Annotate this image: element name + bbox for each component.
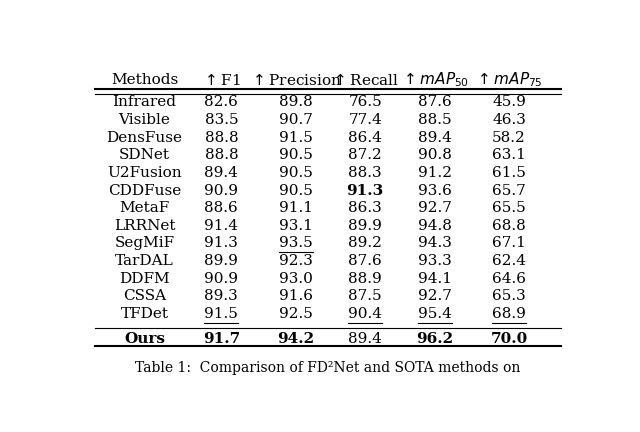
Text: 61.5: 61.5 [492, 166, 526, 180]
Text: 87.6: 87.6 [418, 95, 451, 109]
Text: 93.5: 93.5 [279, 236, 312, 251]
Text: 96.2: 96.2 [416, 332, 453, 346]
Text: 92.5: 92.5 [279, 307, 313, 321]
Text: 86.3: 86.3 [348, 201, 382, 215]
Text: 89.4: 89.4 [418, 130, 452, 145]
Text: 62.4: 62.4 [492, 254, 526, 268]
Text: SDNet: SDNet [119, 148, 170, 162]
Text: 89.9: 89.9 [204, 254, 238, 268]
Text: Ours: Ours [124, 332, 165, 346]
Text: 93.3: 93.3 [418, 254, 451, 268]
Text: 63.1: 63.1 [492, 148, 526, 162]
Text: SegMiF: SegMiF [115, 236, 175, 251]
Text: MetaF: MetaF [119, 201, 170, 215]
Text: 87.5: 87.5 [348, 289, 382, 303]
Text: 90.7: 90.7 [279, 113, 313, 127]
Text: 76.5: 76.5 [348, 95, 382, 109]
Text: CSSA: CSSA [123, 289, 166, 303]
Text: 91.2: 91.2 [418, 166, 452, 180]
Text: 91.5: 91.5 [204, 307, 238, 321]
Text: 46.3: 46.3 [492, 113, 526, 127]
Text: 89.9: 89.9 [348, 219, 382, 233]
Text: 92.7: 92.7 [418, 201, 452, 215]
Text: DDFM: DDFM [119, 272, 170, 286]
Text: 90.8: 90.8 [418, 148, 452, 162]
Text: 68.9: 68.9 [492, 307, 526, 321]
Text: $\uparrow$Recall: $\uparrow$Recall [331, 73, 399, 88]
Text: 77.4: 77.4 [348, 113, 382, 127]
Text: LRRNet: LRRNet [114, 219, 175, 233]
Text: 70.0: 70.0 [490, 332, 527, 346]
Text: 82.6: 82.6 [204, 95, 238, 109]
Text: 90.5: 90.5 [279, 148, 313, 162]
Text: 91.7: 91.7 [203, 332, 240, 346]
Text: 90.5: 90.5 [279, 184, 313, 197]
Text: 93.6: 93.6 [418, 184, 452, 197]
Text: 90.4: 90.4 [348, 307, 382, 321]
Text: 94.1: 94.1 [418, 272, 452, 286]
Text: 87.2: 87.2 [348, 148, 382, 162]
Text: 91.5: 91.5 [279, 130, 313, 145]
Text: 94.3: 94.3 [418, 236, 452, 251]
Text: 95.4: 95.4 [418, 307, 452, 321]
Text: 64.6: 64.6 [492, 272, 526, 286]
Text: Table 1:  Comparison of FD²Net and SOTA methods on: Table 1: Comparison of FD²Net and SOTA m… [135, 361, 521, 375]
Text: 65.5: 65.5 [492, 201, 526, 215]
Text: 91.1: 91.1 [279, 201, 313, 215]
Text: $\uparrow mAP_{50}$: $\uparrow mAP_{50}$ [401, 71, 468, 89]
Text: Infrared: Infrared [113, 95, 177, 109]
Text: 91.4: 91.4 [204, 219, 238, 233]
Text: Visible: Visible [118, 113, 170, 127]
Text: 91.3: 91.3 [347, 184, 384, 197]
Text: 89.4: 89.4 [204, 166, 238, 180]
Text: $\uparrow mAP_{75}$: $\uparrow mAP_{75}$ [475, 71, 543, 89]
Text: 88.3: 88.3 [348, 166, 382, 180]
Text: 91.3: 91.3 [204, 236, 238, 251]
Text: 86.4: 86.4 [348, 130, 382, 145]
Text: 87.6: 87.6 [348, 254, 382, 268]
Text: U2Fusion: U2Fusion [107, 166, 182, 180]
Text: 58.2: 58.2 [492, 130, 526, 145]
Text: 94.2: 94.2 [277, 332, 314, 346]
Text: TFDet: TFDet [120, 307, 168, 321]
Text: CDDFuse: CDDFuse [108, 184, 181, 197]
Text: 88.6: 88.6 [205, 201, 238, 215]
Text: 83.5: 83.5 [205, 113, 238, 127]
Text: 92.7: 92.7 [418, 289, 452, 303]
Text: 91.6: 91.6 [279, 289, 313, 303]
Text: 89.4: 89.4 [348, 332, 382, 346]
Text: 90.5: 90.5 [279, 166, 313, 180]
Text: 89.2: 89.2 [348, 236, 382, 251]
Text: $\uparrow$Precision: $\uparrow$Precision [250, 73, 342, 88]
Text: 88.8: 88.8 [205, 130, 238, 145]
Text: 90.9: 90.9 [204, 272, 238, 286]
Text: TarDAL: TarDAL [115, 254, 174, 268]
Text: DensFuse: DensFuse [106, 130, 182, 145]
Text: 93.0: 93.0 [279, 272, 313, 286]
Text: 68.8: 68.8 [492, 219, 526, 233]
Text: $\uparrow$F1: $\uparrow$F1 [202, 73, 241, 88]
Text: Methods: Methods [111, 73, 178, 87]
Text: 90.9: 90.9 [204, 184, 238, 197]
Text: 88.5: 88.5 [418, 113, 451, 127]
Text: 67.1: 67.1 [492, 236, 526, 251]
Text: 93.1: 93.1 [279, 219, 313, 233]
Text: 88.9: 88.9 [348, 272, 382, 286]
Text: 65.7: 65.7 [492, 184, 526, 197]
Text: 92.3: 92.3 [279, 254, 313, 268]
Text: 94.8: 94.8 [418, 219, 452, 233]
Text: 65.3: 65.3 [492, 289, 526, 303]
Text: 45.9: 45.9 [492, 95, 526, 109]
Text: 89.3: 89.3 [205, 289, 238, 303]
Text: 89.8: 89.8 [279, 95, 312, 109]
Text: 88.8: 88.8 [205, 148, 238, 162]
